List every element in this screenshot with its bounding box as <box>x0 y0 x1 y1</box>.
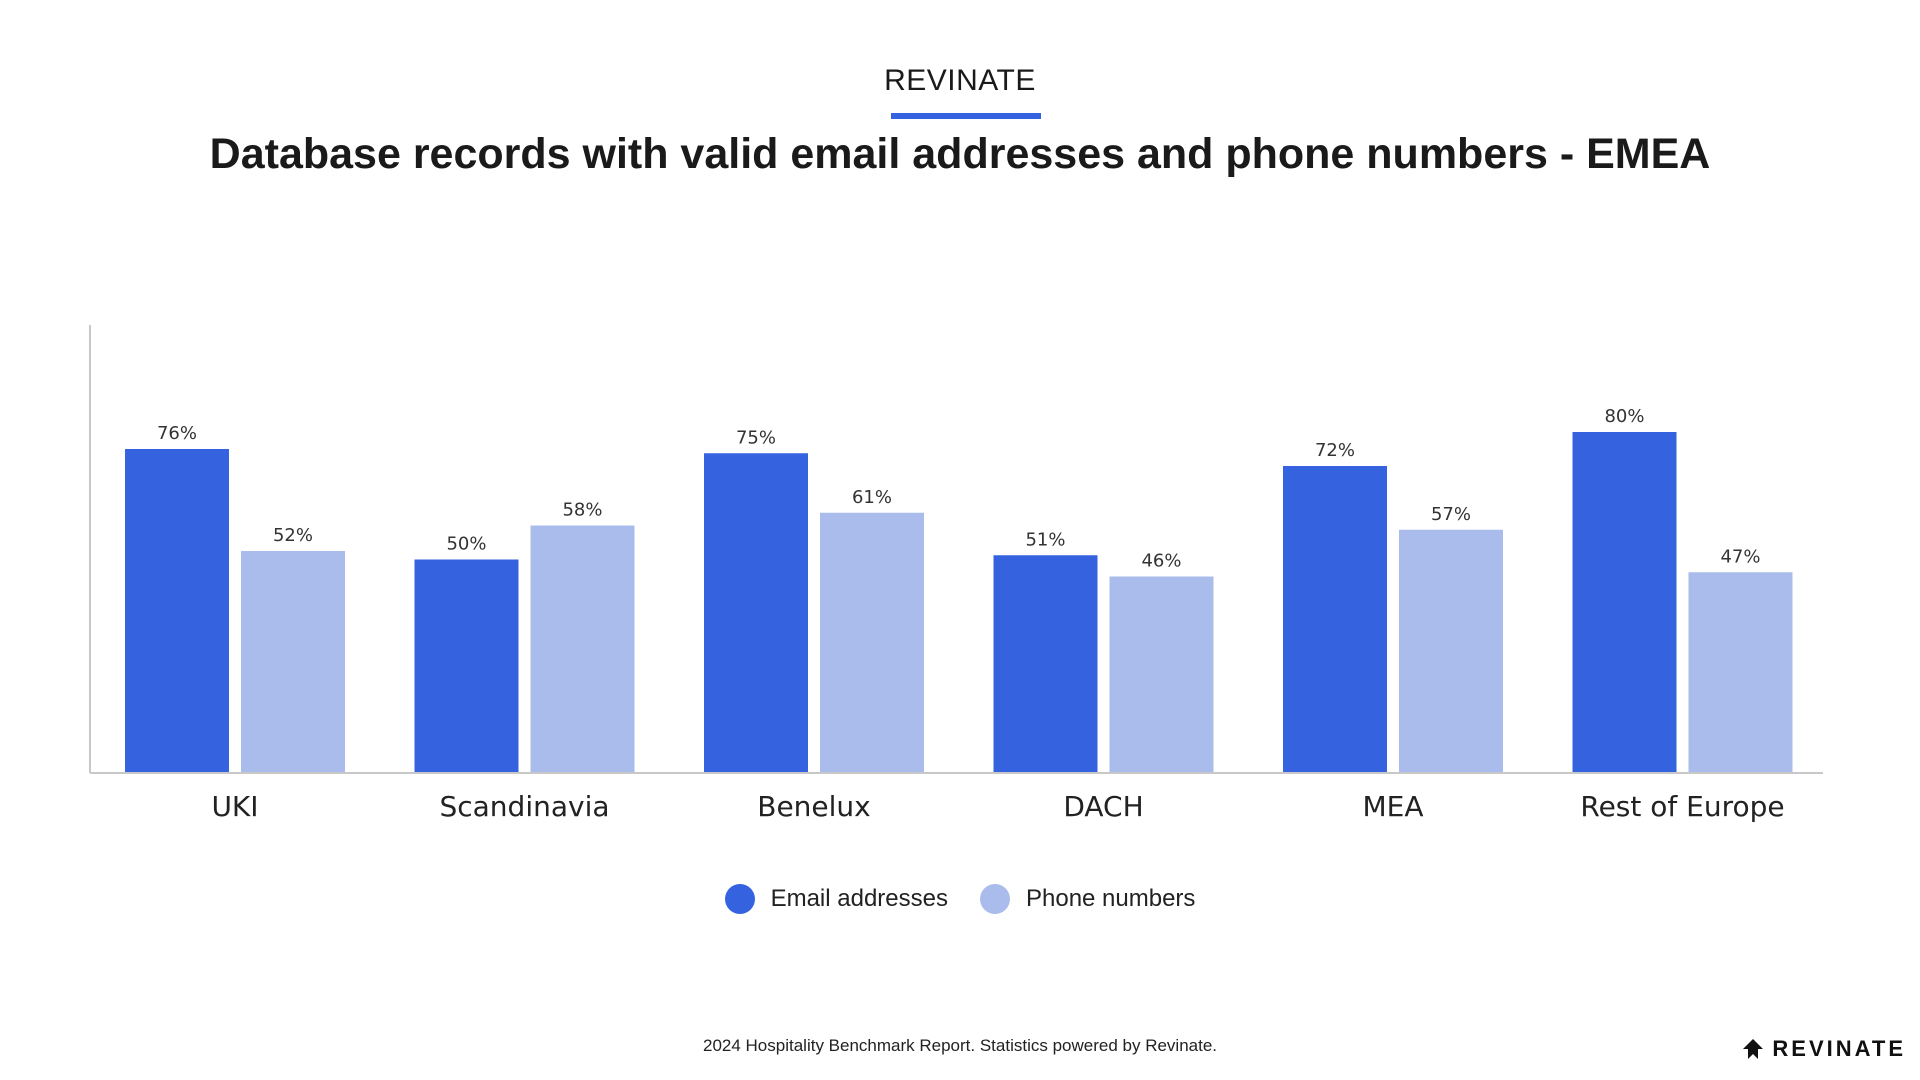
data-label-phone-rest-of-europe: 47% <box>1720 546 1760 567</box>
bar-email-mea <box>1283 466 1387 772</box>
data-label-email-benelux: 75% <box>736 427 776 448</box>
bar-chart: 76% 52% UKI 50% 58% Scandinavia 75% 61% Benelux 5… <box>89 325 1823 823</box>
x-tick-label-benelux: Benelux <box>757 790 871 823</box>
x-tick-label-scandinavia: Scandinavia <box>439 790 609 823</box>
x-tick-label-uki: UKI <box>211 790 258 823</box>
data-label-email-dach: 51% <box>1025 529 1065 550</box>
footer-logo-text: REVINATE <box>1772 1036 1906 1061</box>
data-label-phone-scandinavia: 58% <box>562 500 602 521</box>
legend-swatch-phone <box>979 884 1010 914</box>
legend-label-phone: Phone numbers <box>1025 885 1196 912</box>
brand-name: REVINATE <box>884 64 1036 97</box>
footer-note: 2024 Hospitality Benchmark Report. Stati… <box>702 1036 1218 1055</box>
data-label-phone-dach: 46% <box>1141 551 1181 572</box>
legend-item-phone: Phone numbers <box>979 884 1196 914</box>
data-label-phone-mea: 57% <box>1431 504 1471 525</box>
legend-item-email: Email addresses <box>724 884 948 914</box>
x-tick-label-mea: MEA <box>1362 790 1423 823</box>
bar-phone-dach <box>1109 576 1214 772</box>
data-label-email-rest-of-europe: 80% <box>1604 406 1644 427</box>
bar-phone-uki <box>241 551 345 772</box>
legend-label-email: Email addresses <box>770 885 948 912</box>
chart-title: Database records with valid email addres… <box>209 130 1711 178</box>
data-label-email-mea: 72% <box>1315 440 1355 461</box>
bar-email-uki <box>125 449 229 772</box>
revinate-logo-icon <box>1743 1039 1764 1059</box>
x-tick-label-dach: DACH <box>1063 790 1143 823</box>
bar-phone-mea <box>1399 529 1503 772</box>
bar-email-scandinavia <box>414 559 519 772</box>
bar-phone-rest-of-europe <box>1688 572 1793 772</box>
footer-logo: REVINATE <box>1742 1036 1906 1062</box>
bar-phone-scandinavia <box>530 525 635 772</box>
brand-underline <box>891 113 1041 119</box>
bar-email-dach <box>993 555 1098 772</box>
bar-email-benelux <box>704 453 808 772</box>
bar-email-rest-of-europe <box>1572 432 1677 772</box>
x-tick-label-rest-of-europe: Rest of Europe <box>1580 790 1784 823</box>
chart-legend: Email addresses Phone numbers <box>0 884 1920 914</box>
data-label-phone-benelux: 61% <box>852 487 892 508</box>
data-label-email-uki: 76% <box>157 423 197 444</box>
bar-phone-benelux <box>820 512 924 772</box>
data-label-email-scandinavia: 50% <box>446 534 486 555</box>
data-label-phone-uki: 52% <box>273 525 313 546</box>
legend-swatch-email <box>724 884 755 914</box>
